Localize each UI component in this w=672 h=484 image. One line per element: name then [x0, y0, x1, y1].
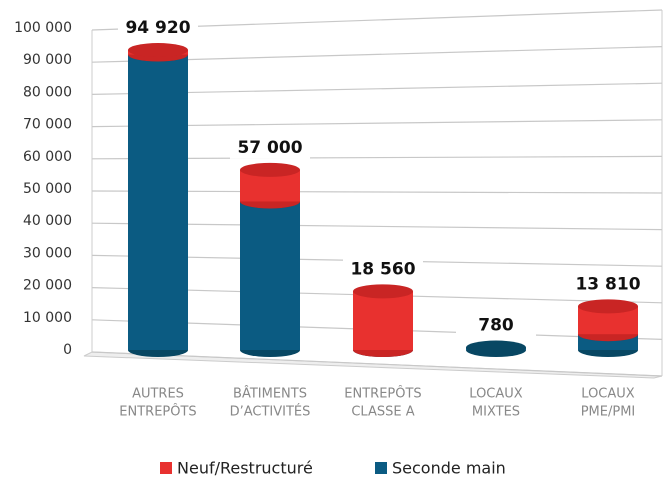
y-tick-label: 100 000 — [14, 20, 72, 36]
cylinder-top — [353, 284, 413, 299]
x-tick-label: LOCAUX — [469, 387, 522, 402]
x-tick-label: CLASSE A — [351, 405, 414, 420]
total-label: 57 000 — [237, 138, 302, 158]
y-tick-label: 80 000 — [23, 84, 72, 100]
x-tick-label: BÂTIMENTS — [233, 386, 307, 402]
y-tick-label: 90 000 — [23, 52, 72, 68]
x-tick-label: AUTRES — [132, 387, 184, 402]
total-label-bg — [230, 136, 310, 159]
x-tick-label: MIXTES — [472, 405, 520, 420]
legend-swatch — [375, 462, 387, 474]
total-label-bg — [118, 17, 198, 40]
grid-line — [91, 351, 663, 377]
y-tick-label: 30 000 — [23, 245, 72, 261]
legend-label: Neuf/Restructuré — [177, 459, 313, 478]
cylinder-top — [240, 162, 300, 177]
cylinder-top — [466, 340, 526, 355]
x-tick-label: ENTREPÔTS — [119, 404, 196, 420]
cylinder-top — [578, 299, 638, 314]
y-tick-label: 70 000 — [23, 117, 72, 133]
y-tick-label: 10 000 — [23, 310, 72, 326]
y-tick-label: 50 000 — [23, 181, 72, 197]
total-label: 780 — [478, 316, 514, 336]
total-label-bg — [343, 258, 423, 281]
bar-segment — [353, 291, 413, 350]
total-label-bg — [568, 273, 648, 296]
bar-segment — [128, 54, 188, 350]
y-tick-label: 60 000 — [23, 149, 72, 165]
cylinder-top — [128, 43, 188, 58]
bar-segment — [240, 201, 300, 350]
y-tick-label: 0 — [63, 342, 72, 358]
legend-swatch — [160, 462, 172, 474]
x-tick-label: PME/PMI — [581, 405, 636, 420]
legend-label: Seconde main — [392, 459, 506, 478]
x-tick-label: ENTREPÔTS — [344, 386, 421, 402]
total-label: 94 920 — [125, 18, 190, 38]
total-label: 13 810 — [575, 274, 640, 294]
x-tick-label: LOCAUX — [581, 387, 634, 402]
x-tick-label: D’ACTIVITÉS — [230, 404, 311, 420]
y-tick-label: 40 000 — [23, 213, 72, 229]
total-label: 18 560 — [350, 259, 415, 279]
total-label-bg — [456, 314, 536, 337]
y-tick-label: 20 000 — [23, 278, 72, 294]
